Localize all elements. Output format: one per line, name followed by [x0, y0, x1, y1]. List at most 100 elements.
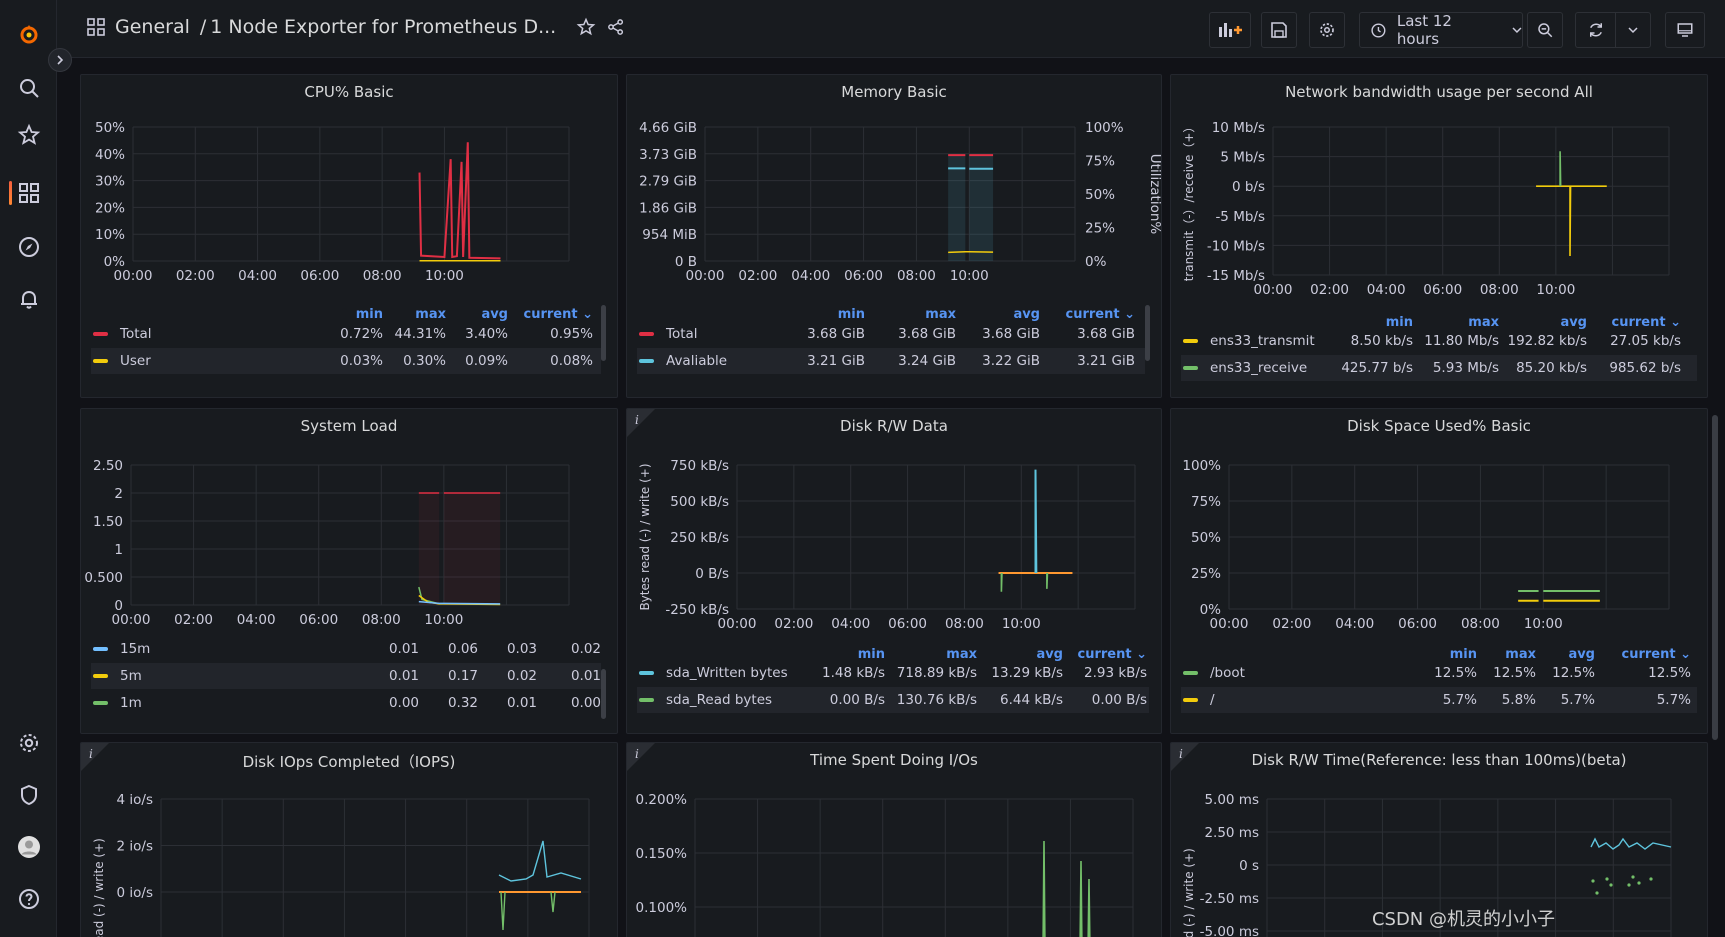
grafana-logo[interactable]: [0, 16, 57, 52]
legend-series-name[interactable]: sda_Written bytes: [666, 665, 788, 681]
panel-disk-iops[interactable]: i Disk IOps Completed（IOPS) 4 io/s 2 io/s…: [80, 742, 618, 937]
legend-series-name[interactable]: User: [120, 353, 151, 369]
star-icon[interactable]: [0, 117, 57, 153]
legend-header-current[interactable]: current ⌄: [1611, 315, 1682, 330]
panel-title[interactable]: Memory Basic: [841, 83, 947, 101]
dashboards-icon[interactable]: [0, 175, 57, 211]
legend-scrollbar[interactable]: [601, 305, 606, 361]
legend-header-min[interactable]: min: [355, 307, 383, 322]
diskspace-chart[interactable]: 100% 75% 50% 25% 0%00:00 02:00 04:00 06:00 08:00…: [1171, 409, 1708, 639]
load-chart[interactable]: 2.50 2 1.50 1 0.500 000:00 02:00 04:00 06:00 08:0…: [81, 409, 618, 635]
legend-row[interactable]: ens33_receive 425.77 b/s 5.93 Mb/s 85.20 kb…: [1181, 355, 1697, 381]
legend-series-name[interactable]: Total: [666, 326, 698, 342]
legend-header-max[interactable]: max: [1505, 647, 1536, 662]
panel-title[interactable]: Disk Space Used% Basic: [1347, 417, 1531, 435]
dashboard-title[interactable]: 1 Node Exporter for Prometheus D...: [210, 16, 557, 38]
explore-icon[interactable]: [0, 229, 57, 265]
legend-header-avg[interactable]: avg: [1036, 647, 1063, 662]
legend-series-name[interactable]: /boot: [1210, 665, 1245, 681]
save-dashboard-button[interactable]: [1261, 12, 1297, 48]
legend-header-min[interactable]: min: [837, 307, 865, 322]
info-icon[interactable]: i: [635, 413, 639, 427]
view-mode-button[interactable]: [1665, 12, 1705, 48]
legend-header-min[interactable]: min: [857, 647, 885, 662]
legend-header-current[interactable]: current ⌄: [1621, 647, 1692, 662]
profile-avatar[interactable]: [0, 829, 57, 865]
legend-row[interactable]: User 0.03% 0.30% 0.09% 0.08%: [91, 348, 601, 374]
panel-time-spent-io[interactable]: i Time Spent Doing I/Os 0.200% 0.150% 0.10…: [626, 742, 1162, 937]
panel-title[interactable]: Disk R/W Time(Reference: less than 100ms…: [1251, 751, 1627, 769]
legend-header-avg[interactable]: avg: [481, 307, 508, 322]
legend-header-avg[interactable]: avg: [1013, 307, 1040, 322]
legend-header-avg[interactable]: avg: [1568, 647, 1595, 662]
add-panel-button[interactable]: [1209, 12, 1251, 48]
legend-header-max[interactable]: max: [1468, 315, 1499, 330]
legend-row[interactable]: Avaliable 3.21 GiB 3.24 GiB 3.22 GiB 3.21 Gi…: [637, 348, 1145, 374]
page-scrollbar[interactable]: [1712, 415, 1718, 740]
legend-header-current[interactable]: current ⌄: [1077, 647, 1148, 662]
panel-disk-rw-time[interactable]: i Disk R/W Time(Reference: less than 100…: [1170, 742, 1708, 937]
rwtime-chart[interactable]: 5.00 ms 2.50 ms 0 s -2.50 ms -5.00 ms read (-…: [1171, 743, 1708, 937]
legend-row[interactable]: / 5.7% 5.8% 5.7% 5.7%: [1181, 687, 1697, 713]
legend-series-name[interactable]: 5m: [120, 668, 142, 684]
star-icon[interactable]: [576, 17, 596, 37]
legend-series-name[interactable]: ens33_receive: [1210, 360, 1308, 376]
search-icon[interactable]: [0, 70, 57, 106]
alerting-icon[interactable]: [0, 281, 57, 317]
legend-series-name[interactable]: Avaliable: [666, 353, 728, 369]
panel-title[interactable]: Network bandwidth usage per second All: [1285, 83, 1593, 101]
legend-series-name[interactable]: sda_Read bytes: [666, 692, 773, 708]
legend-series-name[interactable]: /: [1210, 692, 1215, 708]
server-admin-icon[interactable]: [0, 777, 57, 813]
iops-chart[interactable]: 4 io/s 2 io/s 0 io/s read (-) / write (+): [81, 743, 618, 937]
legend-row[interactable]: /boot 12.5% 12.5% 12.5% 12.5%: [1181, 660, 1697, 686]
breadcrumb-folder[interactable]: General: [115, 16, 190, 38]
legend-header-min[interactable]: min: [1385, 315, 1413, 330]
legend-row[interactable]: sda_Read bytes 0.00 B/s 130.76 kB/s 6.44 kB…: [637, 687, 1149, 713]
legend-scrollbar[interactable]: [1145, 305, 1150, 361]
legend-row[interactable]: ens33_transmit 8.50 kb/s 11.80 Mb/s 192.82 …: [1181, 328, 1697, 354]
info-icon[interactable]: i: [89, 747, 93, 761]
legend-header-avg[interactable]: avg: [1560, 315, 1587, 330]
panel-system-load[interactable]: System Load 2.50 2 1.50 1 0.500 0 00:00 02:00 04…: [80, 408, 618, 734]
legend-row[interactable]: 5m 0.01 0.17 0.02 0.01: [91, 663, 601, 689]
legend-header-max[interactable]: max: [946, 647, 977, 662]
legend-header-current[interactable]: current ⌄: [523, 307, 594, 322]
legend-row[interactable]: sda_Written bytes 1.48 kB/s 718.89 kB/s 13.…: [637, 660, 1149, 686]
legend-row[interactable]: Total 0.72% 44.31% 3.40% 0.95%: [91, 321, 601, 347]
legend-row[interactable]: Total 3.68 GiB 3.68 GiB 3.68 GiB 3.68 GiB: [637, 321, 1145, 347]
iotime-chart[interactable]: 0.200% 0.150% 0.100%: [627, 743, 1162, 937]
help-icon[interactable]: [0, 881, 57, 917]
legend-scrollbar[interactable]: [601, 669, 606, 719]
panel-disk-space-used[interactable]: Disk Space Used% Basic 100% 75% 50% 25% 0% 00…: [1170, 408, 1708, 734]
legend-header-max[interactable]: max: [925, 307, 956, 322]
refresh-button[interactable]: [1575, 12, 1615, 48]
share-icon[interactable]: [606, 17, 626, 37]
legend-series-name[interactable]: 1m: [120, 695, 142, 711]
zoom-out-button[interactable]: [1527, 12, 1563, 48]
legend-header-max[interactable]: max: [415, 307, 446, 322]
panel-network-bandwidth[interactable]: Network bandwidth usage per second All 1…: [1170, 74, 1708, 398]
legend-series-name[interactable]: 15m: [120, 641, 151, 657]
diskrw-chart[interactable]: 750 kB/s 500 kB/s 250 kB/s 0 B/s -250 kB/s00…: [627, 409, 1162, 639]
memory-chart[interactable]: 4.66 GiB 3.73 GiB 2.79 GiB 1.86 GiB 954 MiB 0…: [627, 75, 1162, 295]
time-picker-button[interactable]: Last 12 hours: [1359, 12, 1523, 48]
legend-row[interactable]: 15m 0.01 0.06 0.03 0.02: [91, 636, 601, 662]
cpu-chart[interactable]: 50% 40% 30% 20% 10% 0%00:00 02:00 04:00 06:00 08:…: [81, 75, 618, 295]
panel-title[interactable]: CPU% Basic: [304, 83, 394, 101]
legend-series-name[interactable]: Total: [120, 326, 152, 342]
legend-header-min[interactable]: min: [1449, 647, 1477, 662]
legend-series-name[interactable]: ens33_transmit: [1210, 333, 1315, 349]
panel-cpu-basic[interactable]: CPU% Basic 50% 40% 30% 20% 10% 0% 00:00 02:00 04…: [80, 74, 618, 398]
legend-header-current[interactable]: current ⌄: [1065, 307, 1136, 322]
refresh-interval-dropdown[interactable]: [1615, 12, 1651, 48]
legend-row[interactable]: 1m 0.00 0.32 0.01 0.00: [91, 690, 601, 716]
panel-title[interactable]: Disk R/W Data: [840, 417, 948, 435]
panel-title[interactable]: System Load: [300, 417, 398, 435]
panel-memory-basic[interactable]: Memory Basic 4.66 GiB 3.73 GiB 2.79 GiB 1.8…: [626, 74, 1162, 398]
panel-title[interactable]: Time Spent Doing I/Os: [810, 751, 978, 769]
expand-sidebar-button[interactable]: [48, 48, 72, 72]
configuration-icon[interactable]: [0, 725, 57, 761]
info-icon[interactable]: i: [635, 747, 639, 761]
info-icon[interactable]: i: [1179, 747, 1183, 761]
